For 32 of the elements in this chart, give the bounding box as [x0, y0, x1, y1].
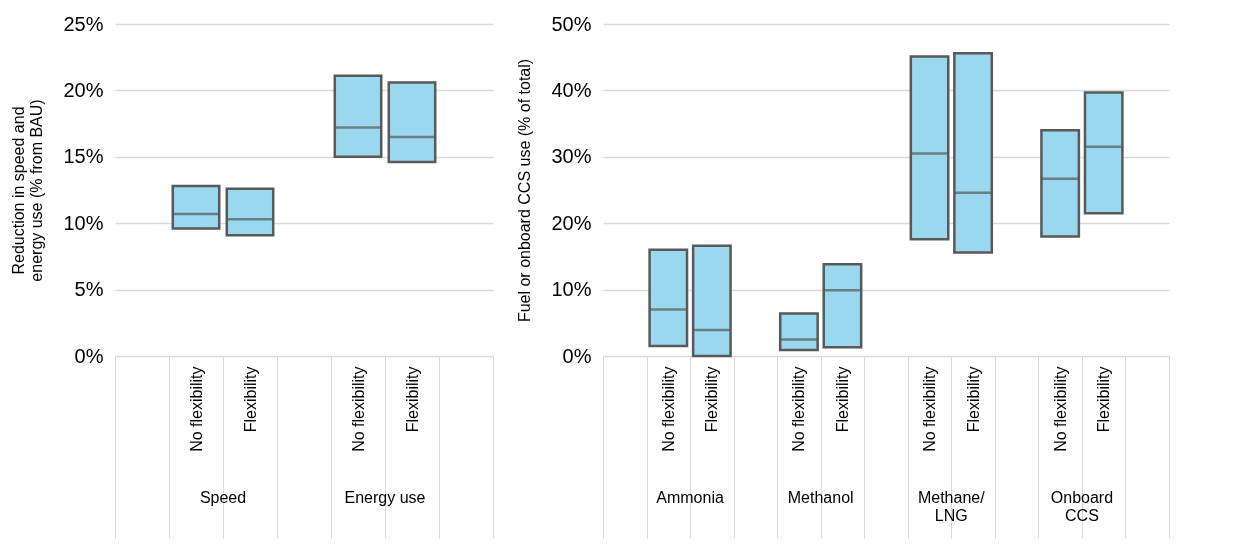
x-tick-label: Flexibility	[964, 366, 982, 433]
x-tick-label: No flexibility	[187, 366, 205, 452]
y-tick-label: 30%	[551, 145, 592, 168]
y-tick-label: 25%	[63, 12, 104, 35]
x-tick-label: No flexibility	[349, 366, 367, 452]
x-tick-label: Flexibility	[403, 366, 421, 433]
y-tick-label: 20%	[63, 78, 104, 101]
x-tick-label: Flexibility	[1095, 366, 1113, 433]
y-tick-label: 20%	[551, 211, 592, 234]
text: Onboard CCS	[1050, 489, 1114, 524]
text: Speed	[199, 489, 247, 506]
y-tick-label: 5%	[74, 278, 104, 301]
x-tick-label: Flexibility	[241, 366, 259, 433]
y-tick-label: 50%	[551, 12, 592, 35]
x-tick-label: No flexibility	[790, 366, 808, 452]
x-tick-label: No flexibility	[659, 366, 677, 452]
y-axis-title: Fuel or onboard CCS use (% of total)	[516, 58, 534, 323]
text: Methane/ LNG	[917, 489, 986, 524]
y-tick-label: 0%	[74, 344, 104, 367]
y-tick-label: 40%	[551, 78, 592, 101]
y-axis-title: Reduction in speed and energy use (% from BAU)	[10, 99, 46, 282]
y-tick-label: 10%	[551, 278, 592, 301]
x-tick-label: No flexibility	[1051, 366, 1069, 452]
text: Methanol	[787, 489, 854, 506]
x-tick-label: Flexibility	[703, 366, 721, 433]
y-tick-label: 0%	[562, 344, 592, 367]
x-tick-label: Flexibility	[833, 366, 851, 433]
y-tick-label: 15%	[63, 145, 104, 168]
text: Energy use	[344, 489, 426, 506]
x-tick-label: No flexibility	[921, 366, 939, 452]
y-tick-label: 10%	[63, 211, 104, 234]
text: Ammonia	[656, 489, 724, 506]
